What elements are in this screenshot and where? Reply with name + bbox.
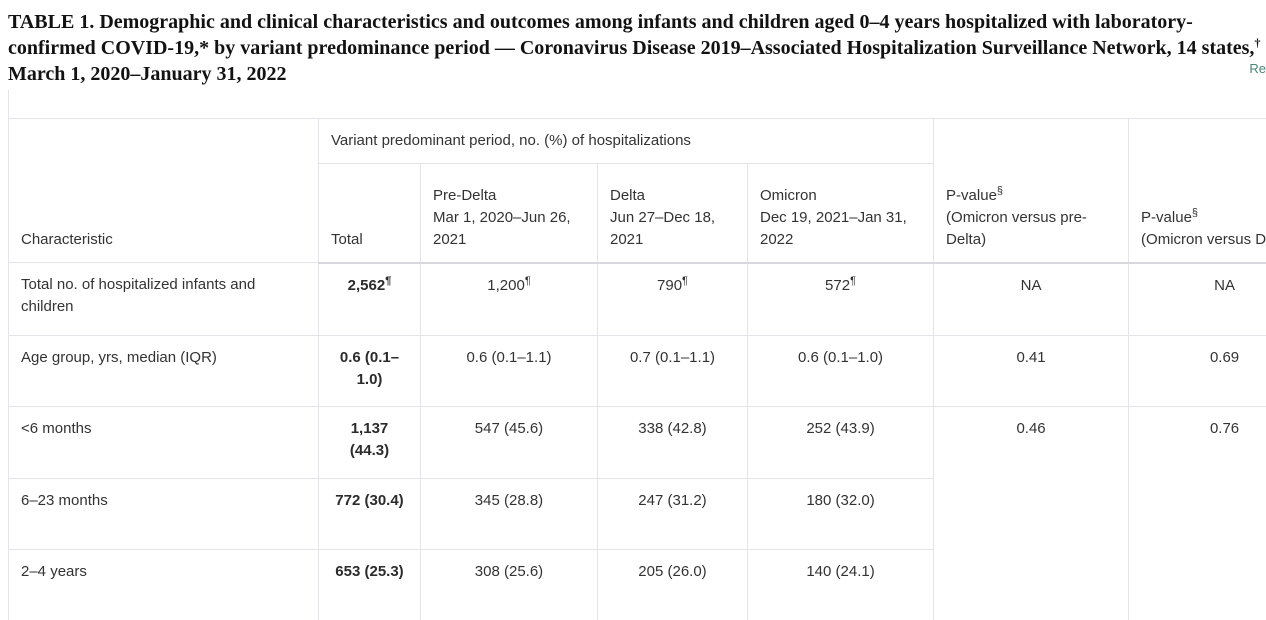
- cell-p-value-pre-delta: NA: [933, 262, 1130, 336]
- cell-delta: 247 (31.2): [597, 478, 748, 550]
- variant-name: Delta: [610, 187, 646, 205]
- header-p-value-omicron-vs-delta: P-value§ (Omicron versus Delta): [1128, 118, 1266, 264]
- cell-characteristic: <6 months: [8, 406, 319, 479]
- table-row-6-23-months: 6–23 months 772 (30.4) 345 (28.8) 247 (3…: [8, 478, 1266, 550]
- cell-total: 1,137 (44.3): [318, 406, 421, 479]
- table-row-under-6-months: <6 months 1,137 (44.3) 547 (45.6) 338 (4…: [8, 406, 1266, 620]
- cell-pre-delta: 1,200¶: [420, 262, 598, 336]
- cell-characteristic: 2–4 years: [8, 549, 319, 620]
- variant-dates: Mar 1, 2020–Jun 26, 2021: [433, 209, 571, 248]
- cell-delta: 205 (26.0): [597, 549, 748, 620]
- table-title-date-range: March 1, 2020–January 31, 2022: [8, 63, 287, 85]
- cell-characteristic: 6–23 months: [8, 478, 319, 550]
- cell-p-value-pre-delta: 0.41: [933, 335, 1130, 407]
- cell-delta: 0.7 (0.1–1.1): [597, 335, 748, 407]
- table-title: TABLE 1. Demographic and clinical charac…: [8, 9, 1264, 87]
- table-header: Characteristic Variant predominant perio…: [8, 118, 1266, 264]
- pilcrow-footnote: ¶: [385, 274, 392, 287]
- cell-pre-delta: 547 (45.6): [420, 406, 598, 479]
- table-container: Characteristic Variant predominant perio…: [8, 118, 1266, 620]
- cell-delta: 338 (42.8): [597, 406, 748, 479]
- cell-characteristic: Age group, yrs, median (IQR): [8, 335, 319, 407]
- cell-total: 0.6 (0.1–1.0): [318, 335, 421, 407]
- cell-omicron: 252 (43.9): [746, 406, 935, 479]
- variant-dates: Jun 27–Dec 18, 2021: [610, 209, 716, 248]
- table-row-age-median: Age group, yrs, median (IQR) 0.6 (0.1–1.…: [8, 335, 1266, 407]
- pilcrow-footnote: ¶: [682, 274, 688, 287]
- header-variant-period-span: Variant predominant period, no. (%) of h…: [317, 118, 935, 164]
- cell-value: 1,200: [487, 276, 525, 294]
- table-body: Total no. of hospitalized infants and ch…: [8, 262, 1266, 620]
- pilcrow-footnote: ¶: [524, 274, 531, 287]
- p-value-comparison: (Omicron versus pre-Delta): [946, 209, 1087, 248]
- cell-value: 572: [825, 276, 851, 294]
- cell-p-value-delta: NA: [1128, 262, 1266, 336]
- cell-delta: 790¶: [597, 262, 748, 336]
- table-title-text: TABLE 1. Demographic and clinical charac…: [8, 11, 1255, 59]
- cell-total: 2,562¶: [318, 262, 421, 336]
- p-value-section-footnote: §: [996, 185, 1004, 198]
- variant-name: Omicron: [760, 187, 817, 205]
- variant-name: Pre-Delta: [433, 187, 497, 205]
- table-columns-header-row: Total Pre-Delta Mar 1, 2020–Jun 26, 2021…: [9, 163, 1266, 264]
- table-row-2-4-years: 2–4 years 653 (25.3) 308 (25.6) 205 (26.…: [8, 549, 1266, 620]
- pilcrow-footnote: ¶: [850, 274, 856, 287]
- demographics-table: Characteristic Variant predominant perio…: [8, 118, 1266, 620]
- cell-value: 2,562: [347, 276, 386, 294]
- table-span-header-row: Characteristic Variant predominant perio…: [8, 118, 1266, 264]
- cell-omicron: 180 (32.0): [746, 478, 935, 550]
- header-total: Total: [318, 163, 421, 264]
- cell-p-value-delta: 0.76: [1128, 406, 1266, 620]
- cell-p-value-pre-delta: 0.46: [933, 406, 1130, 620]
- header-delta: Delta Jun 27–Dec 18, 2021: [597, 163, 748, 264]
- p-value-comparison: (Omicron versus Delta): [1141, 230, 1266, 248]
- cell-omicron: 572¶: [746, 262, 935, 336]
- p-value-section-footnote: §: [1191, 207, 1199, 219]
- cell-pre-delta: 345 (28.8): [420, 478, 598, 550]
- p-value-label: P-value: [1141, 209, 1192, 226]
- cell-total: 772 (30.4): [318, 478, 421, 550]
- header-p-value-omicron-vs-pre-delta: P-value§ (Omicron versus pre-Delta): [933, 118, 1130, 264]
- variant-dates: Dec 19, 2021–Jan 31, 2022: [760, 209, 907, 248]
- cell-value: 790: [657, 276, 683, 294]
- p-value-label: P-value: [946, 187, 997, 205]
- cell-p-value-delta: 0.69: [1128, 335, 1266, 407]
- header-omicron: Omicron Dec 19, 2021–Jan 31, 2022: [746, 163, 935, 264]
- title-dagger-footnote: †: [1254, 35, 1261, 50]
- table-left-border-fragment: [8, 90, 9, 119]
- cell-omicron: 0.6 (0.1–1.0): [746, 335, 935, 407]
- cell-characteristic: Total no. of hospitalized infants and ch…: [8, 262, 319, 336]
- cell-total: 653 (25.3): [318, 549, 421, 620]
- header-pre-delta: Pre-Delta Mar 1, 2020–Jun 26, 2021: [420, 163, 598, 264]
- return-link[interactable]: Re: [1249, 61, 1266, 76]
- cell-pre-delta: 308 (25.6): [420, 549, 598, 620]
- table-row-total-hospitalized: Total no. of hospitalized infants and ch…: [8, 262, 1266, 336]
- cell-pre-delta: 0.6 (0.1–1.1): [420, 335, 598, 407]
- cell-omicron: 140 (24.1): [746, 549, 935, 620]
- header-characteristic: Characteristic: [8, 118, 319, 263]
